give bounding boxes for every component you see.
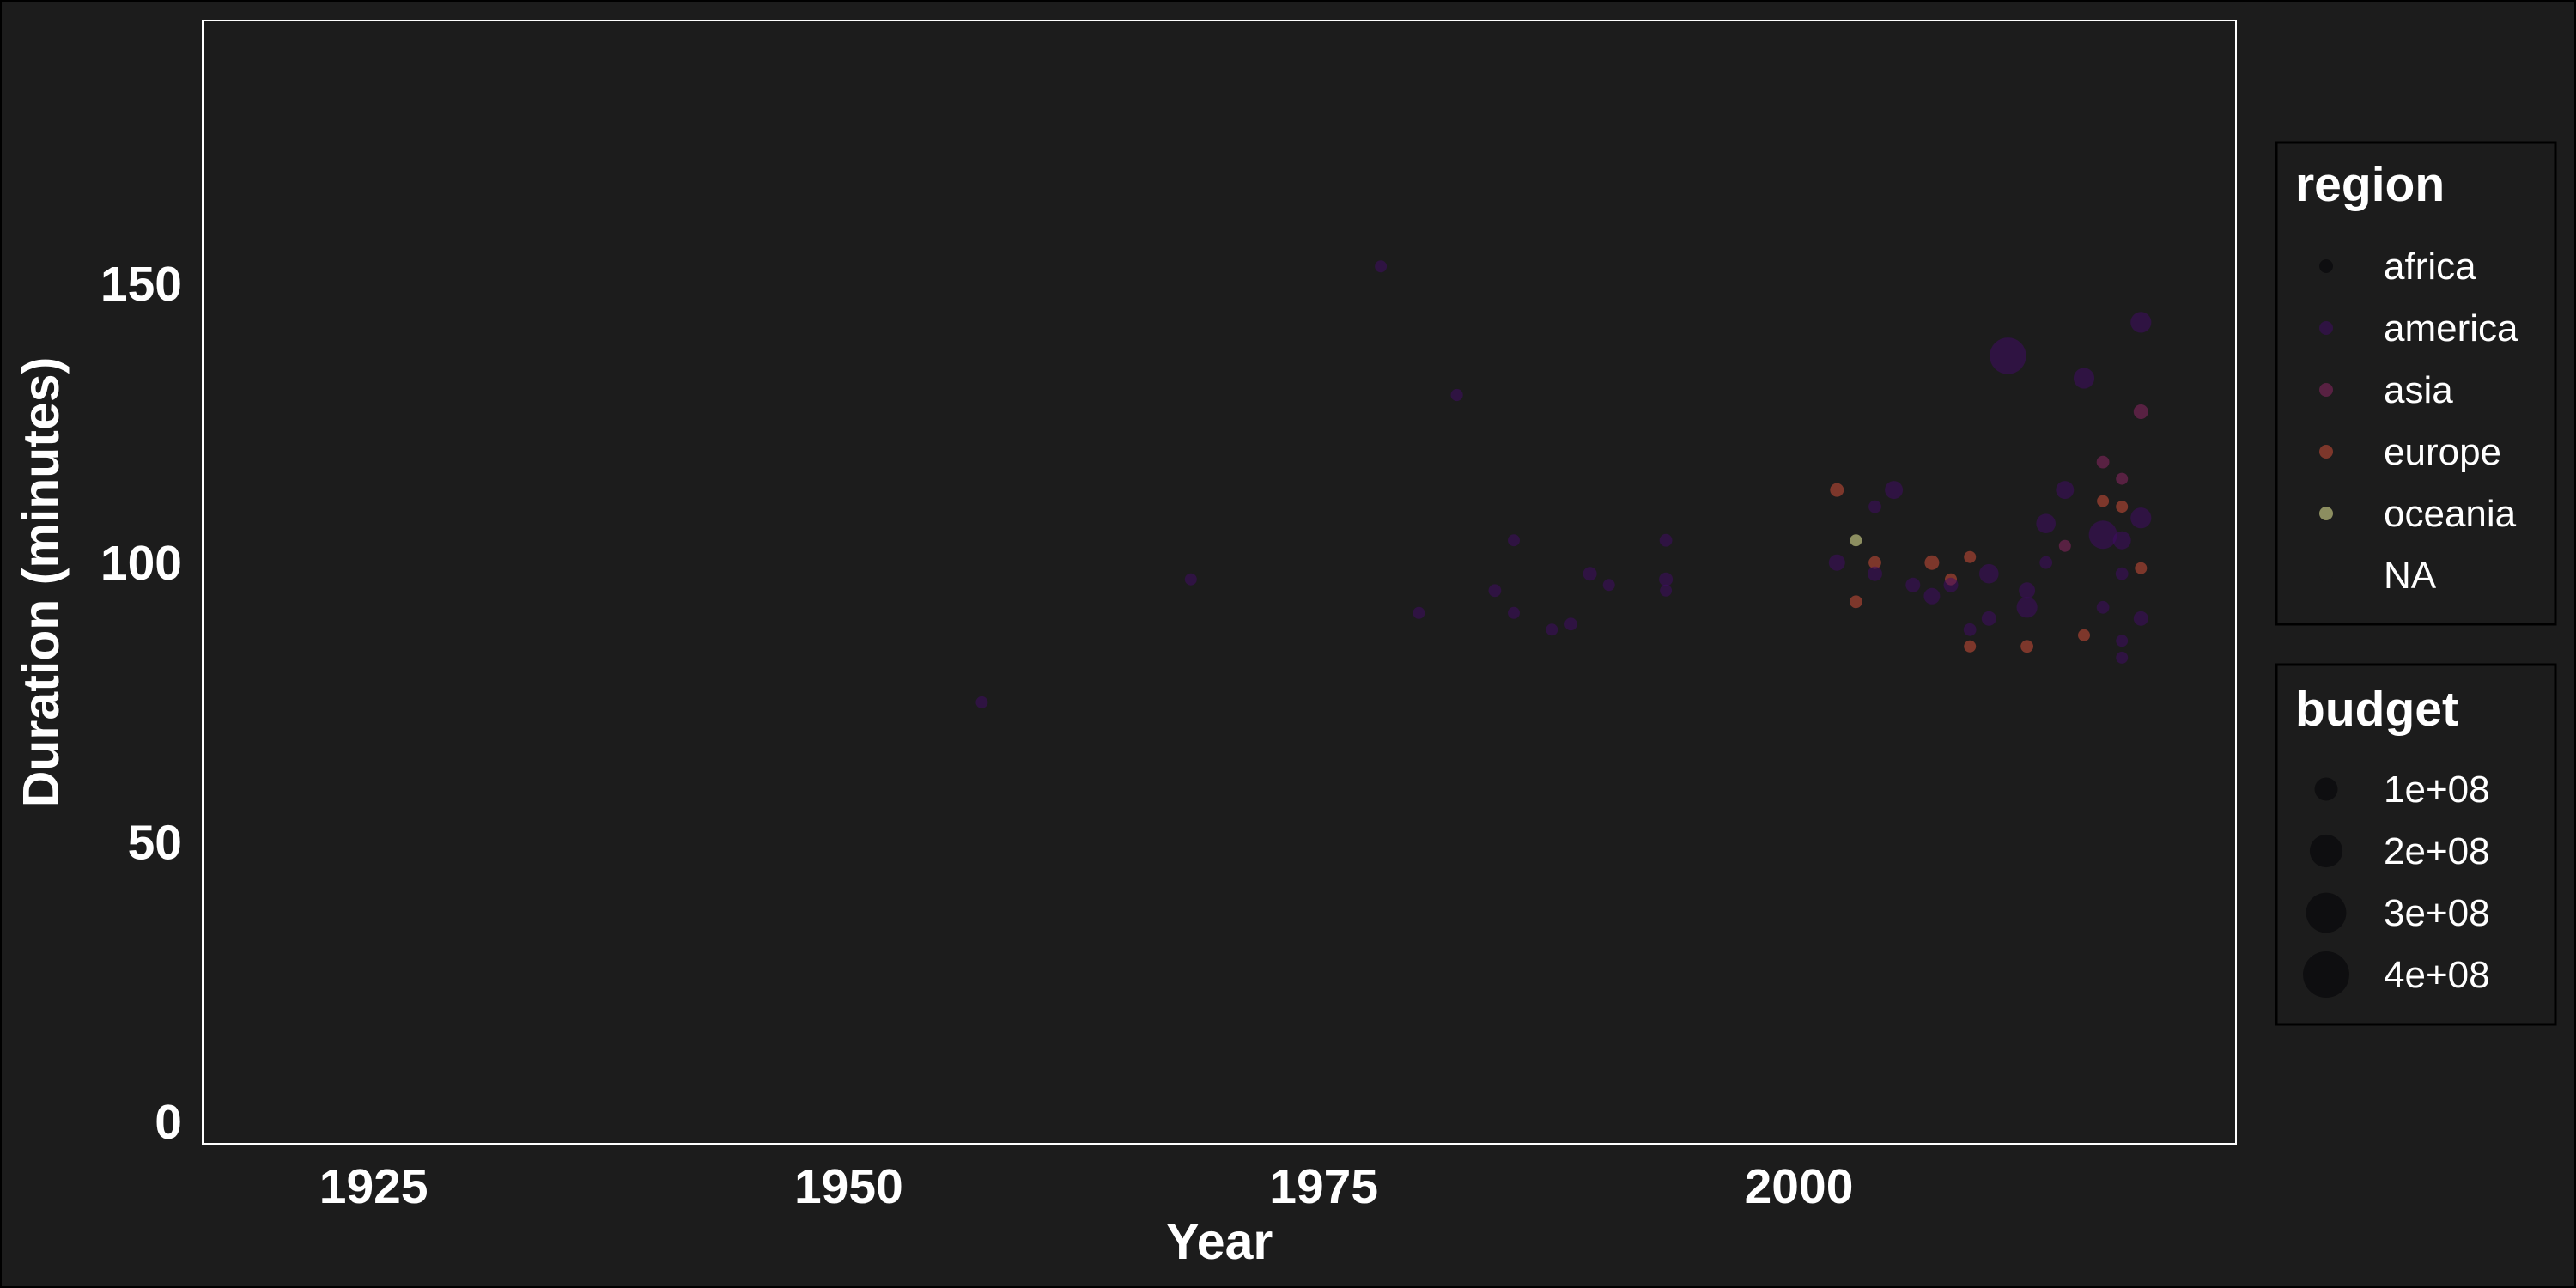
y-tick-label-150: 150 [100, 257, 182, 312]
data-point-43 [2078, 629, 2090, 641]
y-axis-ticks: 0 50 100 150 [100, 257, 182, 1150]
data-point-23 [1885, 481, 1904, 500]
budget-key-4 [2303, 951, 2349, 998]
data-point-55 [2133, 404, 2148, 419]
data-point-15 [1660, 584, 1673, 597]
legend-key-europe [2319, 445, 2333, 459]
legend-label-asia: asia [2384, 369, 2453, 411]
legend-key-oceania [2319, 507, 2333, 520]
points-layer [975, 260, 2152, 708]
data-point-54 [2130, 312, 2152, 333]
data-point-3 [1375, 260, 1388, 273]
data-point-12 [1602, 579, 1615, 592]
data-point-41 [2058, 539, 2071, 552]
data-point-46 [2088, 520, 2117, 550]
legend-key-america [2319, 321, 2333, 335]
budget-key-1 [2314, 777, 2338, 801]
data-point-51 [2115, 567, 2129, 580]
data-point-40 [2056, 481, 2075, 500]
legend-label-europe: europe [2384, 431, 2501, 473]
budget-label-2: 2e+08 [2384, 830, 2490, 872]
data-point-17 [1828, 554, 1845, 571]
data-point-18 [1850, 595, 1862, 609]
data-point-38 [2039, 556, 2053, 569]
data-point-33 [1981, 611, 1996, 626]
data-point-48 [2116, 472, 2129, 485]
data-point-36 [2016, 597, 2038, 618]
data-point-32 [1979, 563, 1999, 584]
data-point-2 [1184, 573, 1197, 586]
y-tick-label-0: 0 [155, 1095, 182, 1150]
data-point-25 [1924, 555, 1940, 570]
y-tick-label-50: 50 [128, 816, 182, 871]
budget-legend-title: budget [2295, 682, 2458, 737]
x-tick-label-1925: 1925 [319, 1159, 428, 1214]
data-point-20 [1868, 556, 1881, 569]
region-legend-items: africa america asia europe oceania NA [2319, 246, 2518, 597]
data-point-11 [1583, 567, 1597, 581]
region-legend-title: region [2295, 157, 2445, 212]
budget-key-3 [2306, 892, 2347, 933]
data-point-31 [1963, 623, 1977, 636]
plot-panel [202, 20, 2237, 1145]
data-point-56 [2130, 507, 2152, 529]
data-point-21 [1868, 566, 1882, 581]
data-point-30 [1964, 640, 1977, 653]
data-point-13 [1659, 533, 1673, 547]
data-point-58 [2133, 611, 2148, 626]
budget-legend: budget 1e+08 2e+08 3e+08 4e+08 [2275, 663, 2557, 1026]
data-point-1 [975, 696, 988, 708]
data-point-7 [1508, 534, 1520, 547]
x-tick-label-1950: 1950 [794, 1159, 903, 1214]
x-tick-label-1975: 1975 [1269, 1159, 1378, 1214]
data-point-10 [1564, 617, 1577, 631]
data-point-4 [1413, 606, 1425, 619]
data-point-50 [2112, 531, 2131, 550]
data-point-14 [1659, 572, 1674, 586]
data-point-47 [2096, 600, 2110, 614]
data-point-28 [1943, 577, 1959, 592]
data-point-22 [1868, 500, 1881, 513]
data-point-16 [1830, 483, 1844, 497]
data-point-45 [2097, 495, 2110, 507]
data-point-8 [1508, 606, 1520, 619]
region-legend: region africa america asia europe oceania NA [2275, 141, 2557, 626]
legend-key-na [2319, 568, 2333, 582]
x-tick-label-2000: 2000 [1745, 1159, 1854, 1214]
data-point-37 [2020, 640, 2034, 653]
budget-label-4: 4e+08 [2384, 954, 2490, 996]
legend-label-africa: africa [2384, 246, 2476, 288]
legend-key-africa [2319, 259, 2333, 273]
budget-legend-items: 1e+08 2e+08 3e+08 4e+08 [2303, 769, 2490, 998]
y-axis-title: Duration (minutes) [13, 357, 70, 807]
data-point-34 [1990, 337, 2026, 374]
data-point-19 [1850, 534, 1862, 547]
data-point-9 [1546, 623, 1558, 636]
data-point-35 [2019, 582, 2036, 599]
legend-key-asia [2319, 383, 2333, 397]
y-tick-label-100: 100 [100, 536, 182, 591]
data-point-53 [2116, 651, 2129, 664]
data-point-44 [2096, 455, 2110, 469]
data-point-39 [2036, 513, 2056, 533]
data-point-52 [2116, 635, 2129, 647]
budget-key-2 [2309, 834, 2343, 868]
budget-label-3: 3e+08 [2384, 892, 2490, 934]
x-axis-title: Year [1166, 1213, 1273, 1270]
data-point-6 [1488, 584, 1502, 598]
budget-label-1: 1e+08 [2384, 769, 2490, 811]
legend-label-na: NA [2384, 555, 2437, 597]
legend-label-america: america [2384, 307, 2518, 349]
data-point-5 [1450, 388, 1463, 402]
data-point-57 [2135, 562, 2148, 574]
data-point-49 [2116, 501, 2129, 513]
region-legend-box [2275, 141, 2557, 626]
data-point-24 [1905, 577, 1921, 592]
x-axis-ticks: 1925 1950 1975 2000 [319, 1159, 1854, 1214]
legend-label-oceania: oceania [2384, 493, 2517, 535]
data-point-26 [1923, 587, 1941, 605]
data-point-29 [1964, 550, 1977, 563]
data-point-42 [2073, 368, 2095, 389]
